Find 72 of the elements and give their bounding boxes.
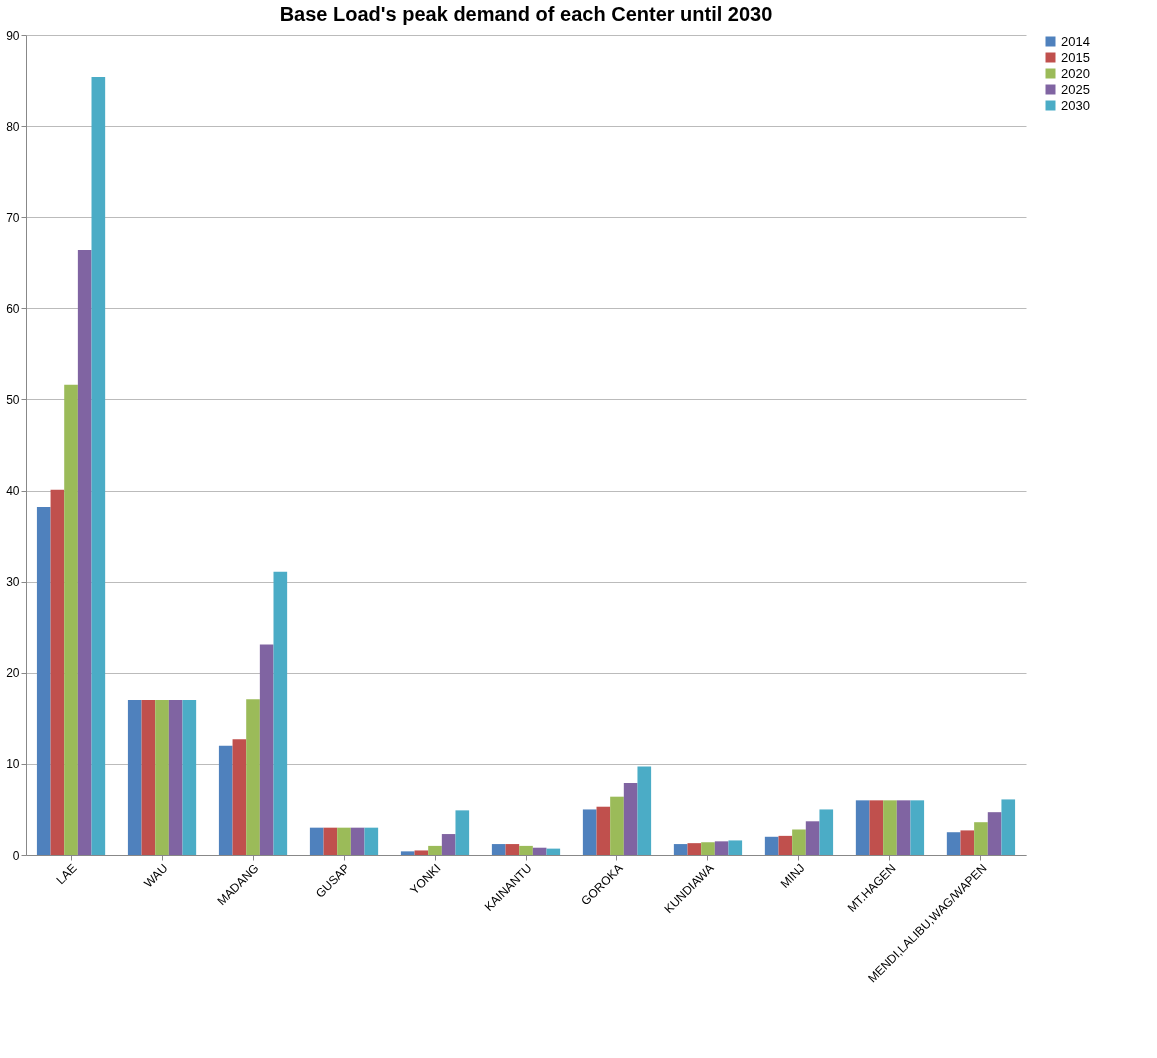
bar (687, 843, 702, 855)
y-tick-label: 40 (6, 484, 20, 499)
legend-label: 2014 (1061, 33, 1090, 49)
bar (400, 851, 415, 855)
x-tick-label: LAE (53, 861, 80, 888)
bar (168, 700, 183, 855)
bar (77, 250, 92, 855)
bar (182, 700, 197, 855)
legend-label: 2020 (1061, 65, 1090, 81)
bar (960, 830, 975, 855)
bar (764, 836, 779, 855)
bar (855, 800, 870, 855)
chart-title: Base Load's peak demand of each Center until 2030 (279, 3, 773, 25)
y-tick-label: 60 (6, 301, 20, 316)
y-tick-label: 70 (6, 210, 20, 225)
bar (455, 810, 470, 855)
bar (309, 827, 324, 855)
bar (910, 800, 925, 855)
bar (728, 840, 743, 855)
y-tick-label: 20 (6, 666, 20, 681)
bar (701, 842, 715, 855)
bar (36, 506, 51, 855)
bar (64, 384, 78, 855)
bar (273, 571, 288, 855)
bar (546, 848, 561, 855)
y-tick-label: 80 (6, 119, 20, 134)
bar (350, 827, 365, 855)
bar (91, 76, 106, 855)
bar (532, 847, 547, 855)
bar (364, 827, 379, 855)
bar (414, 850, 429, 855)
bar (714, 841, 729, 855)
y-tick-label: 0 (12, 848, 20, 863)
bar (1001, 799, 1016, 855)
bar (259, 644, 274, 855)
bar (883, 800, 897, 855)
bar (596, 806, 611, 855)
bar (987, 812, 1002, 855)
bar (246, 699, 260, 855)
bar (869, 800, 884, 855)
bar (337, 827, 351, 855)
bar (805, 821, 820, 855)
bar (819, 809, 834, 855)
bar (637, 766, 652, 855)
bar (792, 829, 806, 855)
bar (610, 796, 624, 855)
y-tick-label: 10 (6, 757, 20, 772)
bar (974, 822, 988, 855)
bar (428, 845, 442, 855)
bar (519, 845, 533, 855)
bar (582, 809, 597, 855)
bar (441, 834, 456, 855)
bar (232, 739, 247, 855)
bar (505, 844, 520, 855)
bar (218, 745, 233, 855)
bar (778, 835, 793, 855)
bar (896, 800, 911, 855)
bar (155, 700, 169, 855)
y-tick-label: 30 (6, 575, 20, 590)
bar (50, 489, 65, 855)
bar (623, 783, 638, 855)
bar (141, 700, 156, 855)
bar (323, 827, 338, 855)
legend-label: 2015 (1061, 49, 1090, 65)
bar (491, 844, 506, 855)
bar (673, 844, 688, 855)
bar (946, 832, 961, 855)
bar (127, 700, 142, 855)
y-tick-label: 90 (6, 28, 20, 43)
legend-label: 2030 (1061, 97, 1090, 113)
legend-label: 2025 (1061, 81, 1090, 97)
y-tick-label: 50 (6, 392, 20, 407)
